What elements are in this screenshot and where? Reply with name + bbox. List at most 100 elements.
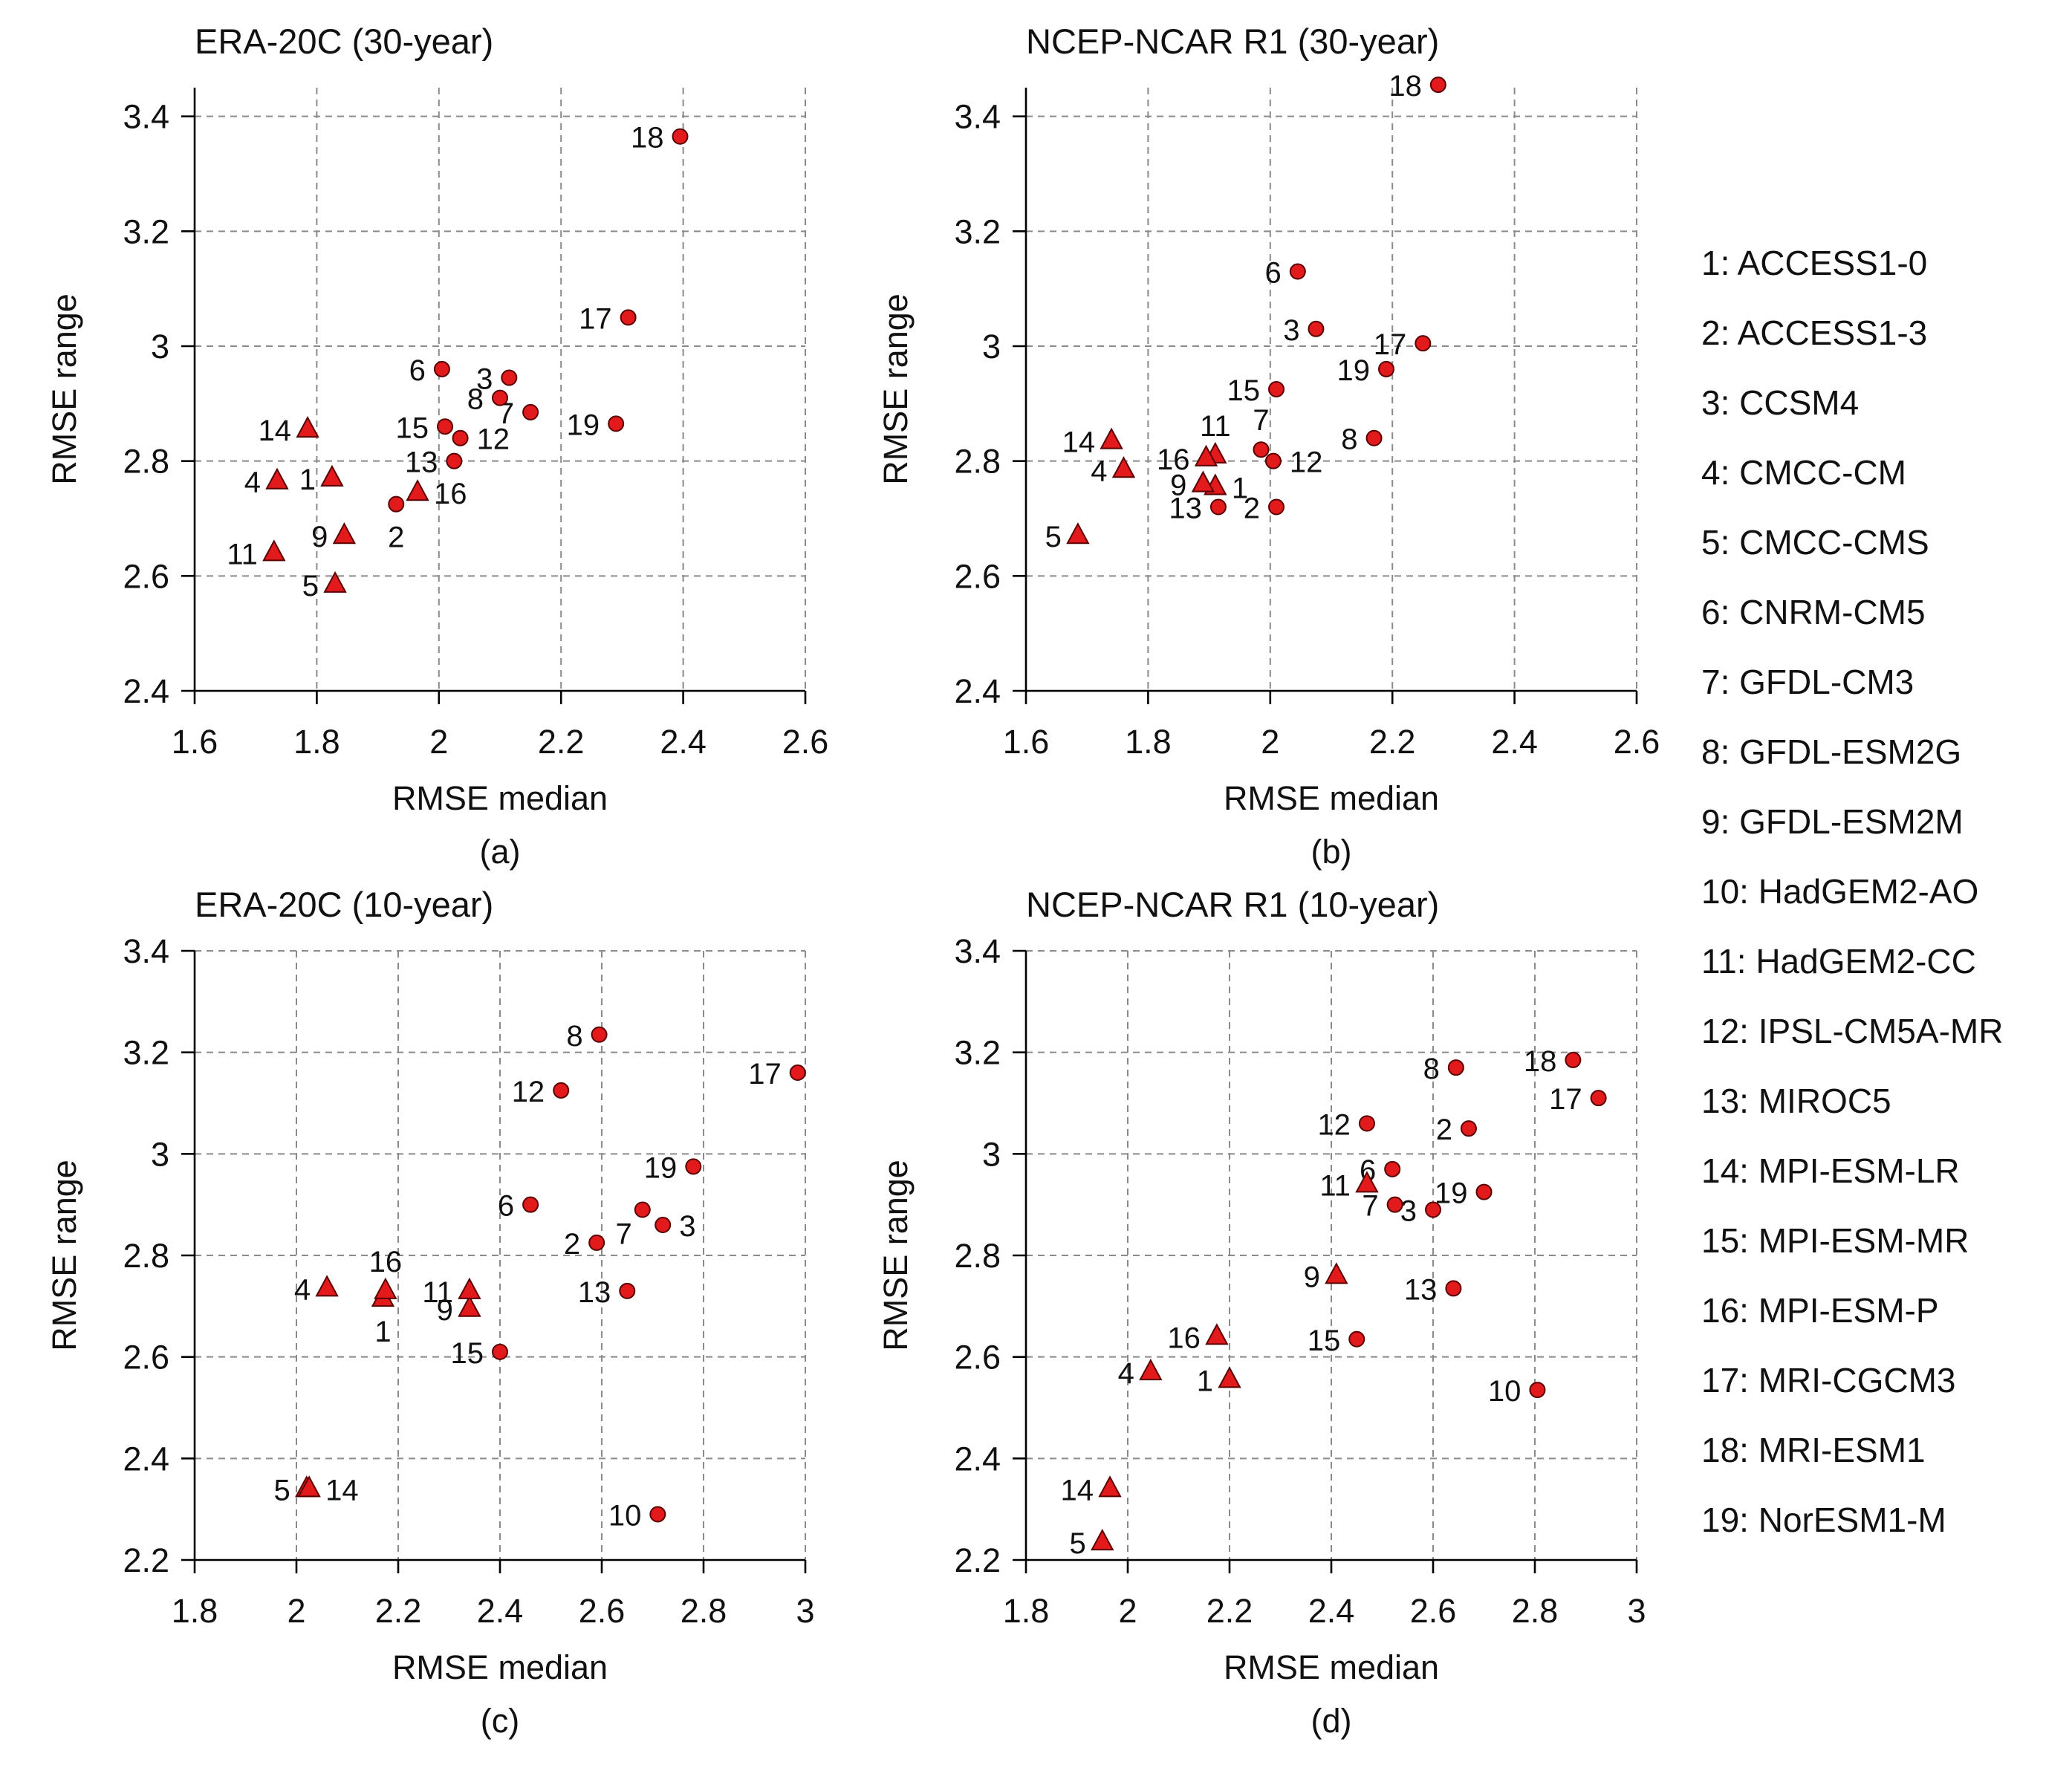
legend-entry-3: 3: CCSM4 [1701,383,1859,422]
point-marker-circle [672,128,689,145]
point-label: 1 [374,1316,391,1348]
point-marker-triangle [1218,1366,1241,1388]
point-marker-circle [1475,1183,1493,1200]
x-axis-label: RMSE median [392,1648,608,1686]
point-marker-circle [1386,1196,1403,1213]
point-marker-triangle [315,1275,339,1297]
point-marker-triangle [374,1277,397,1299]
x-tick-label: 2.2 [375,1592,422,1630]
point-label: 1 [1197,1365,1213,1397]
point-marker-triangle [296,416,319,438]
point-label: 13 [405,446,438,479]
x-tick-label: 2 [287,1592,305,1630]
x-tick-label: 2 [1118,1592,1137,1630]
point-label: 8 [1423,1053,1440,1085]
point-marker-circle [620,309,637,326]
point-label: 12 [477,423,510,456]
x-tick-label: 3 [1627,1592,1646,1630]
point-label: 14 [1062,426,1096,459]
point-label: 4 [244,467,261,499]
legend-entry-5: 5: CMCC-CMS [1701,523,1929,562]
point-marker-circle [789,1064,806,1081]
point-marker-triangle [1100,427,1123,449]
y-tick-label: 2.2 [123,1541,169,1579]
point-label: 13 [578,1276,611,1309]
chart-title: NCEP-NCAR R1 (10-year) [1026,885,1439,924]
point-label: 8 [1341,423,1357,456]
point-label: 1 [299,464,316,496]
x-tick-label: 1.8 [172,1592,218,1630]
x-tick-label: 2.6 [579,1592,626,1630]
y-axis-label: RMSE range [45,293,83,485]
y-tick-label: 2.8 [954,443,1001,481]
point-marker-circle [588,1234,605,1251]
y-tick-label: 2.8 [954,1237,1001,1275]
panel-c: 1.8 2 2.2 2.4 2.6 2.8 3 2.2 2.4 2.6 2.8 3 3.2 3.4 ERA-… [45,885,815,1740]
panel-b: 1.6 1.8 2 2.2 2.4 2.6 2.4 2.6 2.8 3 3.2 3.4 NCEP-NCA… [877,22,1660,871]
x-tick-label: 2.6 [1614,723,1660,761]
point-label: 6 [1265,256,1282,289]
point-marker-circle [522,403,539,420]
point-label: 2 [564,1228,580,1261]
y-tick-label: 2.2 [954,1541,1001,1579]
point-marker-triangle [458,1295,481,1317]
point-marker-circle [501,369,518,386]
x-axis-label: RMSE median [392,779,608,817]
point-marker-circle [1253,441,1270,458]
x-tick-label: 2.2 [1369,723,1416,761]
x-tick-label: 1.8 [1003,1592,1050,1630]
point-marker-circle [1447,1059,1464,1076]
point-label: 7 [1362,1190,1378,1223]
legend-entry-10: 10: HadGEM2-AO [1701,872,1978,911]
point-marker-circle [649,1506,666,1523]
panel-a: 1.6 1.8 2 2.2 2.4 2.6 2.4 2.6 2.8 3 3.2 3.4 ERA-20C … [45,22,828,871]
point-marker-triangle [458,1277,481,1299]
point-label: 3 [1400,1195,1417,1228]
point-label: 16 [434,478,467,510]
point-label: 18 [631,122,664,155]
point-marker-triangle [262,539,286,562]
point-label: 3 [476,363,493,396]
model-legend: 1: ACCESS1-0 2: ACCESS1-3 3: CCSM4 4: CM… [1701,244,2003,1539]
y-axis-label: RMSE range [877,1160,915,1351]
y-tick-label: 3 [151,328,169,365]
point-marker-triangle [297,1475,321,1498]
point-label: 5 [302,570,319,602]
y-tick-label: 2.6 [123,557,169,595]
panel-label: (a) [480,833,521,871]
point-label: 11 [227,538,258,571]
x-tick-label: 2.6 [1410,1592,1457,1630]
point-marker-circle [1415,335,1432,352]
point-marker-circle [1348,1330,1365,1348]
point-marker-triangle [323,571,347,593]
y-tick-label: 2.4 [954,672,1001,710]
chart-title: NCEP-NCAR R1 (30-year) [1026,22,1439,61]
point-label: 12 [512,1076,545,1108]
x-tick-label: 2 [1261,723,1279,761]
point-label: 8 [566,1020,582,1053]
point-label: 9 [1304,1261,1320,1293]
y-tick-label: 2.4 [123,1440,169,1478]
point-marker-circle [1445,1280,1462,1297]
point-label: 4 [294,1273,311,1306]
point-marker-circle [685,1158,702,1175]
y-tick-label: 3.4 [123,98,169,136]
point-marker-circle [1268,498,1285,516]
point-label: 1 [1232,472,1248,504]
point-label: 19 [644,1151,678,1184]
point-marker-triangle [406,479,429,501]
point-marker-circle [608,415,625,432]
point-marker-circle [1358,1115,1375,1132]
point-marker-circle [388,495,405,513]
point-label: 19 [567,409,600,441]
point-marker-triangle [1098,1475,1122,1498]
legend-entry-4: 4: CMCC-CM [1701,453,1906,492]
legend-entry-12: 12: IPSL-CM5A-MR [1701,1012,2003,1050]
point-label: 19 [1435,1177,1468,1210]
legend-entry-19: 19: NorESM1-M [1701,1501,1946,1539]
point-marker-triangle [332,522,357,545]
point-label: 5 [1045,521,1062,553]
point-label: 16 [1167,1322,1201,1354]
point-marker-circle [1529,1382,1546,1399]
x-tick-label: 2.4 [1491,723,1538,761]
